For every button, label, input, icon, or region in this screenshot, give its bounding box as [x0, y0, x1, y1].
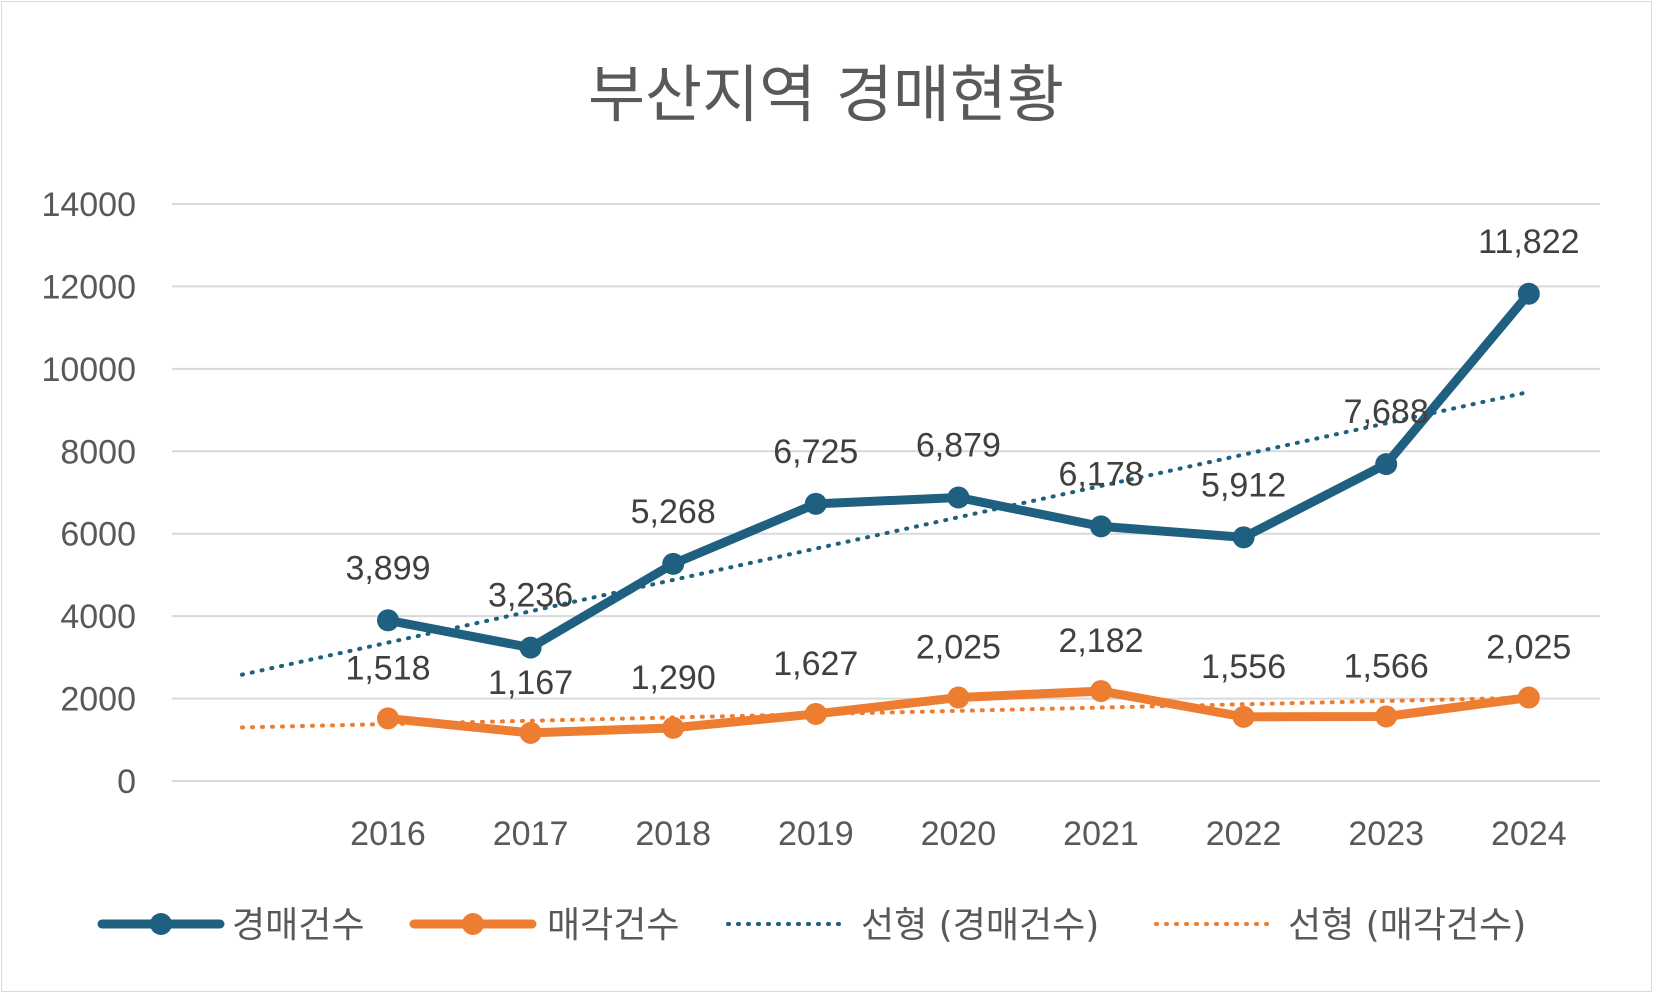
- y-tick-label: 2000: [60, 681, 136, 719]
- y-tick-label: 10000: [41, 351, 136, 389]
- data-point: [662, 552, 685, 575]
- data-label: 2,025: [916, 629, 1001, 667]
- data-label: 1,167: [488, 664, 573, 702]
- data-label: 2,182: [1058, 622, 1143, 660]
- data-label: 11,822: [1478, 223, 1579, 261]
- legend-label: 매각건수: [547, 905, 679, 946]
- data-point: [1517, 686, 1540, 709]
- series-lines: [377, 282, 1540, 744]
- data-label: 1,566: [1344, 647, 1429, 685]
- x-tick-label: 2021: [1063, 815, 1139, 853]
- x-axis: 2016 2017 2018 2019 2020 2021 2022 2023 2024: [350, 815, 1566, 853]
- y-tick-label: 6000: [60, 516, 136, 554]
- data-label: 5,268: [631, 493, 716, 531]
- x-tick-label: 2020: [921, 815, 997, 853]
- data-label: 1,290: [631, 659, 716, 697]
- legend: 경매건수 매각건수 선형 (경매건수) 선형 (매각건수): [97, 905, 1526, 946]
- data-label: 3,236: [488, 577, 573, 615]
- legend-marker: [462, 913, 484, 935]
- data-point: [947, 486, 970, 509]
- data-label: 6,725: [773, 433, 858, 471]
- y-tick-label: 4000: [60, 598, 136, 636]
- data-point: [1232, 526, 1255, 549]
- data-labels: 3,899 3,236 5,268 6,725 6,879 6,178 5,912 7,688…: [345, 223, 1579, 702]
- legend-marker: [150, 913, 172, 935]
- x-tick-label: 2022: [1206, 815, 1282, 853]
- data-label: 6,178: [1058, 455, 1143, 493]
- data-point: [1090, 680, 1112, 703]
- gridlines: [172, 203, 1600, 782]
- x-tick-label: 2016: [350, 815, 426, 853]
- legend-item: 선형 (경매건수): [726, 905, 1099, 946]
- data-point: [1090, 515, 1112, 538]
- chart-title: 부산지역 경매현황: [588, 58, 1064, 131]
- y-tick-label: 12000: [41, 268, 136, 306]
- legend-label: 선형 (매각건수): [1288, 905, 1526, 946]
- y-tick-label: 14000: [41, 186, 136, 224]
- data-label: 6,879: [916, 426, 1001, 464]
- data-point: [947, 686, 970, 709]
- x-tick-label: 2018: [635, 815, 711, 853]
- data-label: 7,688: [1344, 393, 1429, 431]
- legend-label: 선형 (경매건수): [861, 905, 1099, 946]
- data-label: 1,556: [1201, 648, 1286, 686]
- data-point: [1517, 282, 1540, 305]
- data-point: [804, 492, 827, 515]
- legend-item: 매각건수: [409, 905, 679, 946]
- data-point: [662, 716, 685, 739]
- trendline: [240, 390, 1527, 677]
- data-point: [377, 707, 399, 730]
- legend-label: 경매건수: [232, 905, 364, 946]
- x-tick-label: 2024: [1491, 815, 1567, 853]
- x-tick-label: 2023: [1348, 815, 1424, 853]
- data-point: [519, 636, 542, 659]
- x-tick-label: 2017: [493, 815, 569, 853]
- data-point: [519, 721, 542, 744]
- trendline: [240, 695, 1527, 730]
- data-point: [377, 609, 399, 632]
- data-label: 5,912: [1201, 466, 1286, 504]
- y-tick-label: 0: [117, 763, 136, 801]
- data-point: [1375, 705, 1398, 728]
- y-tick-label: 8000: [60, 433, 136, 471]
- data-label: 1,518: [345, 649, 430, 687]
- data-point: [1232, 705, 1255, 728]
- legend-item: 경매건수: [97, 905, 364, 946]
- y-axis: 0 2000 4000 6000 8000 10000 12000 14000: [41, 186, 136, 801]
- data-label: 3,899: [345, 549, 430, 587]
- data-label: 2,025: [1486, 629, 1571, 667]
- legend-item: 선형 (매각건수): [1154, 905, 1526, 946]
- data-point: [804, 702, 827, 725]
- trendlines: [240, 390, 1527, 730]
- data-label: 1,627: [773, 645, 858, 683]
- data-point: [1375, 453, 1398, 476]
- x-tick-label: 2019: [778, 815, 854, 853]
